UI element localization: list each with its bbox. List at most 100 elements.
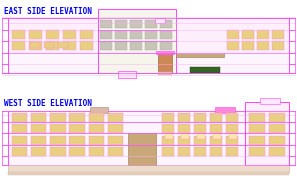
Bar — [269, 136, 285, 145]
Bar — [158, 72, 172, 75]
Bar — [12, 136, 27, 145]
Bar — [12, 124, 27, 133]
Bar — [8, 172, 289, 175]
Bar — [197, 133, 205, 139]
Bar — [194, 124, 206, 133]
Bar — [89, 124, 104, 133]
Bar — [194, 113, 206, 122]
Bar — [178, 124, 190, 133]
Bar — [249, 113, 265, 122]
Bar — [194, 147, 206, 156]
Bar — [12, 147, 27, 156]
Bar — [190, 67, 220, 73]
Bar — [145, 20, 157, 28]
Bar — [89, 136, 104, 145]
Bar — [12, 30, 25, 39]
Bar — [115, 42, 127, 50]
Bar — [63, 30, 76, 39]
Bar — [160, 20, 172, 28]
Bar — [213, 133, 221, 139]
Bar — [63, 41, 76, 50]
Bar — [269, 113, 285, 122]
Bar — [249, 136, 265, 145]
Bar — [271, 30, 284, 39]
Bar — [98, 9, 176, 73]
Bar — [241, 30, 254, 39]
Bar — [145, 42, 157, 50]
Bar — [100, 20, 112, 28]
Bar — [128, 133, 156, 165]
Bar — [100, 42, 112, 50]
Bar — [269, 147, 285, 156]
Bar — [8, 111, 245, 165]
Bar — [249, 124, 265, 133]
Bar — [215, 107, 235, 113]
Bar — [226, 113, 238, 122]
Bar — [69, 113, 85, 122]
Bar — [229, 133, 237, 139]
Bar — [226, 136, 238, 145]
Bar — [178, 147, 190, 156]
Bar — [145, 31, 157, 39]
Bar — [80, 41, 93, 50]
Bar — [29, 41, 42, 50]
Bar — [108, 147, 123, 156]
Text: EAST SIDE ELEVATION: EAST SIDE ELEVATION — [4, 7, 92, 16]
Bar — [162, 113, 174, 122]
Bar — [260, 98, 280, 104]
Bar — [31, 113, 46, 122]
Bar — [241, 41, 254, 50]
Bar — [100, 31, 112, 39]
Bar — [162, 136, 174, 145]
Bar — [12, 41, 25, 50]
Bar — [89, 147, 104, 156]
Bar — [50, 147, 66, 156]
Bar — [194, 136, 206, 145]
Bar — [210, 147, 222, 156]
Bar — [210, 124, 222, 133]
Bar — [160, 42, 172, 50]
Bar — [8, 18, 289, 73]
Bar — [50, 113, 66, 122]
Bar — [227, 41, 238, 50]
Bar — [69, 136, 85, 145]
Bar — [178, 113, 190, 122]
Bar — [44, 42, 54, 48]
Bar — [249, 147, 265, 156]
Bar — [69, 147, 85, 156]
Bar — [108, 124, 123, 133]
Bar — [89, 113, 104, 122]
Bar — [176, 18, 224, 57]
Bar — [257, 30, 268, 39]
Bar — [178, 136, 190, 145]
Bar — [90, 107, 108, 113]
Bar — [118, 71, 136, 78]
Bar — [50, 124, 66, 133]
Bar — [46, 30, 59, 39]
Bar — [8, 18, 98, 53]
Bar — [69, 124, 85, 133]
Bar — [30, 42, 40, 48]
Bar — [58, 42, 68, 48]
Bar — [46, 41, 59, 50]
Bar — [80, 30, 93, 39]
Bar — [257, 41, 268, 50]
Bar — [115, 31, 127, 39]
Bar — [12, 113, 27, 122]
Bar — [271, 41, 284, 50]
Bar — [210, 113, 222, 122]
Text: WEST SIDE ELEVATION: WEST SIDE ELEVATION — [4, 99, 92, 108]
Bar — [31, 124, 46, 133]
Bar — [227, 30, 238, 39]
Bar — [226, 124, 238, 133]
Bar — [8, 165, 289, 172]
Bar — [162, 147, 174, 156]
Bar — [210, 136, 222, 145]
Bar — [160, 31, 172, 39]
Bar — [269, 124, 285, 133]
Bar — [108, 136, 123, 145]
Bar — [162, 124, 174, 133]
Bar — [108, 113, 123, 122]
Bar — [29, 30, 42, 39]
Bar — [155, 18, 165, 23]
